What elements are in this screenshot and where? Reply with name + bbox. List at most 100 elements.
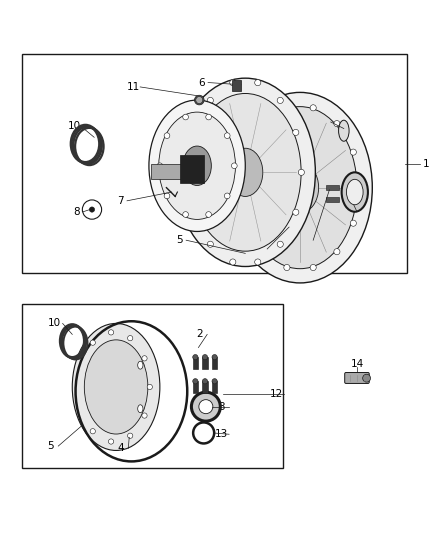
Circle shape: [277, 98, 283, 103]
Text: 14: 14: [350, 359, 364, 369]
Circle shape: [298, 169, 304, 175]
Ellipse shape: [243, 107, 357, 269]
Bar: [212, 357, 217, 368]
Circle shape: [192, 209, 198, 215]
Ellipse shape: [149, 100, 245, 231]
Circle shape: [260, 248, 266, 255]
Ellipse shape: [339, 120, 349, 141]
Circle shape: [356, 184, 362, 191]
Bar: [180, 155, 204, 183]
Circle shape: [127, 433, 133, 438]
Text: 4: 4: [257, 244, 264, 254]
Circle shape: [230, 79, 236, 86]
FancyBboxPatch shape: [345, 373, 369, 383]
Bar: [232, 80, 241, 91]
Circle shape: [157, 163, 163, 168]
Circle shape: [183, 114, 188, 120]
Circle shape: [293, 209, 299, 215]
Ellipse shape: [159, 112, 236, 220]
Text: 8: 8: [73, 207, 80, 217]
Circle shape: [254, 259, 261, 265]
Circle shape: [231, 163, 237, 168]
Circle shape: [363, 374, 371, 382]
Bar: [326, 197, 339, 202]
Ellipse shape: [84, 340, 148, 434]
Circle shape: [206, 212, 212, 217]
Ellipse shape: [138, 405, 143, 413]
Circle shape: [142, 356, 147, 361]
Text: 6: 6: [198, 77, 205, 87]
Text: 7: 7: [117, 196, 124, 206]
Ellipse shape: [72, 324, 160, 450]
Circle shape: [277, 241, 283, 247]
Circle shape: [212, 378, 217, 384]
Text: 3: 3: [218, 402, 225, 411]
Circle shape: [202, 378, 208, 384]
Text: 10: 10: [68, 122, 81, 131]
Circle shape: [224, 133, 230, 139]
Ellipse shape: [138, 361, 143, 369]
Text: 2: 2: [303, 235, 310, 245]
Ellipse shape: [175, 78, 315, 266]
Text: 2: 2: [196, 329, 203, 340]
Bar: [326, 184, 339, 190]
Text: 12: 12: [269, 389, 283, 399]
Ellipse shape: [194, 95, 204, 105]
Circle shape: [310, 105, 316, 111]
Circle shape: [82, 200, 102, 219]
Circle shape: [127, 336, 133, 341]
Circle shape: [310, 264, 316, 271]
Ellipse shape: [228, 148, 263, 197]
Circle shape: [206, 114, 212, 120]
Text: 13: 13: [215, 429, 228, 439]
Circle shape: [109, 439, 114, 444]
Circle shape: [90, 429, 95, 434]
Circle shape: [284, 105, 290, 111]
Circle shape: [89, 207, 95, 212]
Circle shape: [238, 184, 244, 191]
Bar: [22, 304, 283, 468]
Circle shape: [260, 120, 266, 127]
Text: 4: 4: [117, 443, 124, 453]
Circle shape: [142, 413, 147, 418]
Circle shape: [350, 149, 357, 155]
Bar: [22, 54, 407, 273]
Ellipse shape: [346, 179, 363, 205]
Text: 9: 9: [321, 117, 328, 127]
Circle shape: [224, 193, 230, 199]
Ellipse shape: [183, 146, 212, 185]
Text: 1: 1: [423, 159, 429, 168]
Circle shape: [186, 169, 192, 175]
Circle shape: [293, 130, 299, 135]
Circle shape: [254, 79, 261, 86]
Bar: [151, 164, 182, 179]
Text: 10: 10: [48, 318, 61, 328]
Text: 5: 5: [47, 441, 54, 451]
Circle shape: [244, 220, 250, 227]
Circle shape: [164, 133, 170, 139]
Ellipse shape: [342, 172, 368, 212]
Bar: [202, 357, 208, 368]
Circle shape: [202, 354, 208, 360]
Text: 3: 3: [347, 207, 354, 217]
Circle shape: [199, 400, 213, 414]
Circle shape: [207, 98, 213, 103]
Circle shape: [334, 120, 340, 127]
Circle shape: [196, 96, 203, 103]
Circle shape: [183, 212, 188, 217]
Circle shape: [207, 241, 213, 247]
Circle shape: [164, 193, 170, 199]
Circle shape: [212, 354, 217, 360]
Circle shape: [90, 340, 95, 345]
Circle shape: [334, 248, 340, 255]
Circle shape: [230, 259, 236, 265]
Circle shape: [192, 130, 198, 135]
Circle shape: [191, 392, 220, 421]
Bar: [212, 381, 217, 393]
Bar: [202, 381, 208, 393]
Circle shape: [193, 378, 198, 384]
Bar: [193, 357, 198, 368]
Circle shape: [193, 354, 198, 360]
Circle shape: [244, 149, 250, 155]
Circle shape: [147, 384, 152, 390]
